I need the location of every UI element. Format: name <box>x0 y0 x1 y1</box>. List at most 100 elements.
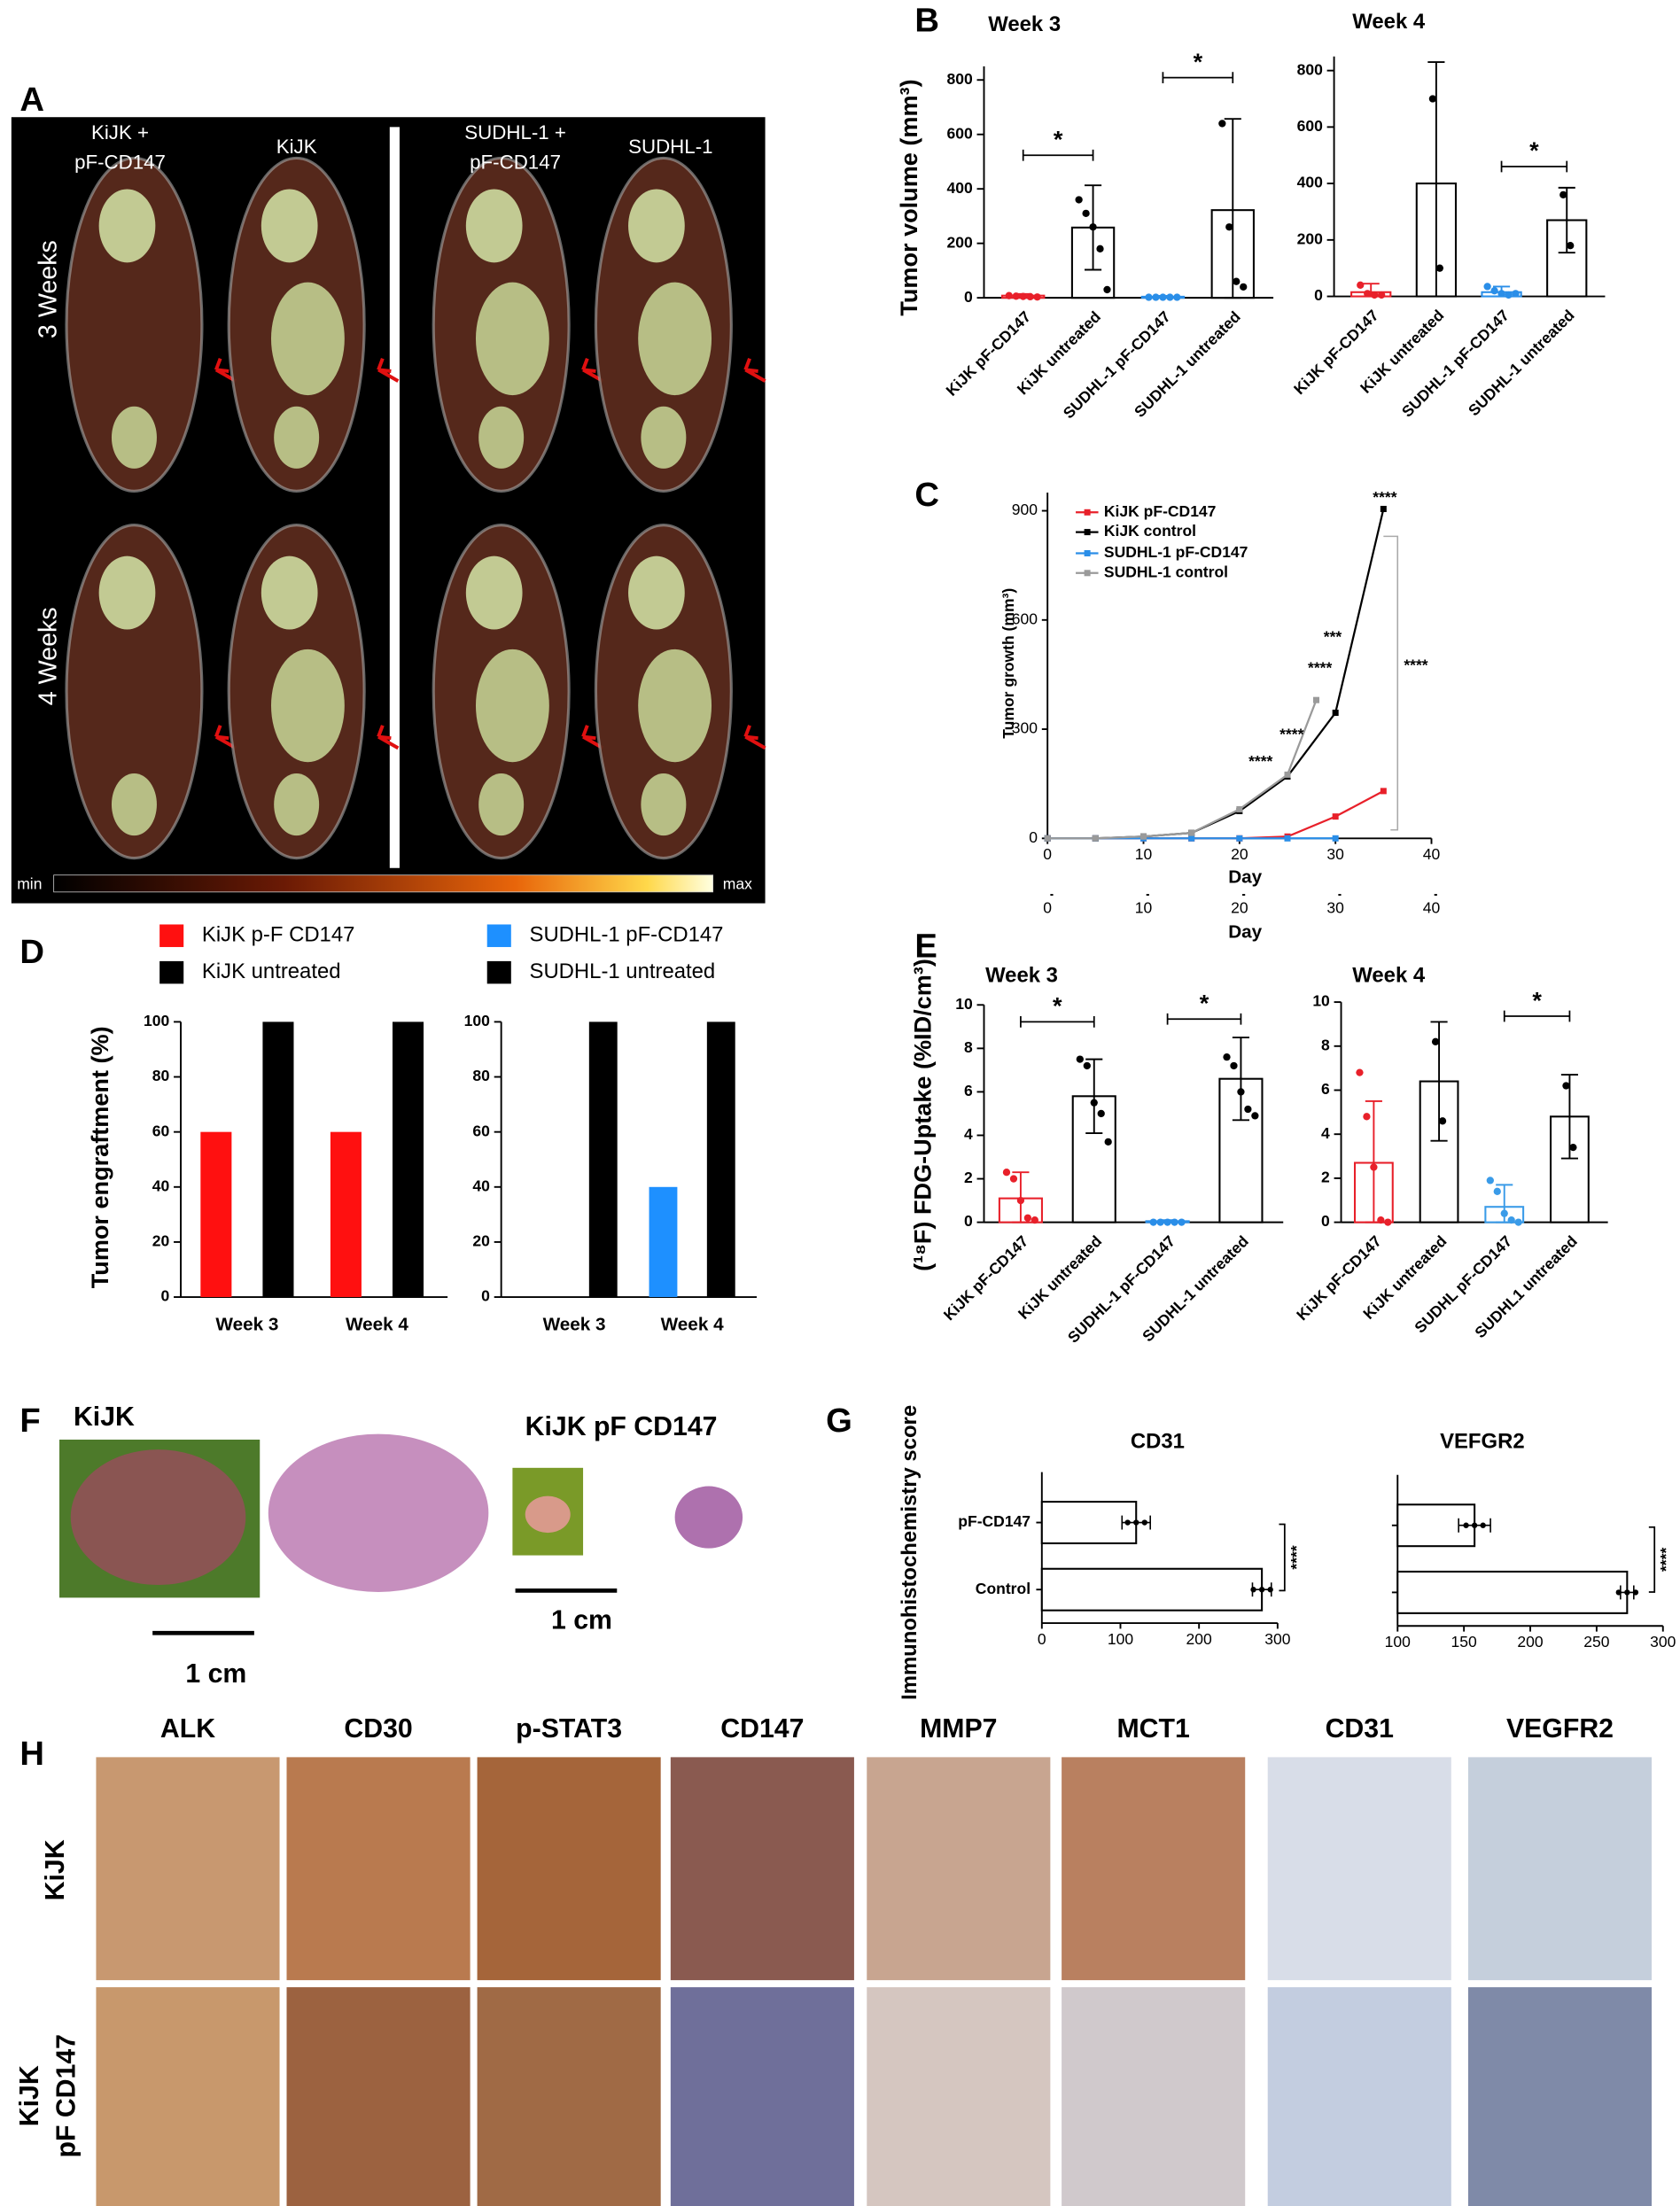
data-point <box>1507 1216 1515 1224</box>
significance-label: **** <box>1657 1548 1675 1572</box>
significance-label: **** <box>1248 752 1272 770</box>
uptake <box>98 189 156 263</box>
data-point <box>1258 1587 1265 1593</box>
data-point <box>1097 1109 1105 1118</box>
data-point <box>1159 293 1167 301</box>
uptake <box>628 555 685 630</box>
x-tick-label-duplicate: 0 <box>1043 899 1052 917</box>
data-point <box>1267 1587 1273 1593</box>
y-tick-label: 0 <box>161 1287 170 1305</box>
panel-letter: F <box>19 1402 40 1440</box>
bar <box>1040 1567 1264 1612</box>
data-point <box>1356 1068 1364 1076</box>
bar <box>330 1131 362 1298</box>
tumor <box>525 1495 571 1534</box>
column-label: p-STAT3 <box>516 1714 622 1744</box>
data-point <box>1178 1218 1186 1226</box>
x-tick-label: Week 3 <box>215 1314 278 1334</box>
significance-bracket <box>1166 1013 1242 1025</box>
tumor <box>70 1449 246 1586</box>
y-tick-label: 4 <box>964 1125 973 1143</box>
uptake <box>478 773 525 836</box>
x-tick-label-duplicate: 10 <box>1135 899 1153 917</box>
data-point <box>1567 242 1575 250</box>
data-point <box>1562 1082 1570 1090</box>
data-point <box>1438 1117 1447 1125</box>
y-tick-label: 600 <box>1297 117 1323 135</box>
data-point <box>1237 1088 1245 1096</box>
error-bar <box>1427 61 1445 298</box>
data-point <box>1380 505 1387 512</box>
x-tick-label: 150 <box>1451 1633 1477 1651</box>
bar <box>1396 1570 1629 1614</box>
data-point <box>1002 1169 1011 1177</box>
y-tick-label: 0 <box>1029 828 1038 846</box>
significance-bracket <box>1279 1523 1286 1592</box>
data-point <box>1284 835 1291 842</box>
data-point <box>1145 293 1153 301</box>
uptake <box>465 555 523 630</box>
y-axis-label: Tumor growth (mm³) <box>999 588 1017 739</box>
legend-label: KiJK p-F CD147 <box>202 923 355 947</box>
data-point <box>1188 829 1195 836</box>
x-tick-label: 40 <box>1423 845 1441 863</box>
uptake <box>98 555 156 630</box>
data-point <box>1332 710 1339 717</box>
uptake <box>274 406 320 469</box>
mouse-body-edge <box>594 524 733 860</box>
arrow <box>743 725 766 750</box>
arrow <box>377 357 400 383</box>
data-point <box>1332 813 1339 820</box>
ihc-tile <box>867 1987 1051 2206</box>
data-point <box>1016 1196 1025 1205</box>
data-point <box>1428 95 1437 103</box>
data-point <box>1026 292 1034 301</box>
data-point <box>1076 1055 1084 1063</box>
legend-swatch <box>486 924 511 947</box>
chart-title: CD31 <box>1131 1429 1185 1453</box>
data-point <box>1500 1209 1508 1217</box>
y-tick-label: 6 <box>1321 1080 1330 1098</box>
ihc-tile <box>1062 1987 1246 2206</box>
data-point <box>1082 209 1090 217</box>
y-tick-label: 300 <box>1012 719 1038 737</box>
bar <box>200 1131 232 1298</box>
ihc-tile <box>477 1757 661 1981</box>
data-point <box>1569 1143 1577 1152</box>
x-tick-label: 300 <box>1650 1633 1676 1651</box>
mouse-body-edge <box>227 156 366 493</box>
x-tick-label: 100 <box>1385 1633 1411 1651</box>
data-point <box>1152 293 1160 301</box>
data-point <box>1236 835 1243 842</box>
data-point <box>1483 283 1491 291</box>
data-point <box>1505 291 1513 299</box>
ihc-tile <box>1467 1757 1653 1981</box>
x-tick-label: 100 <box>1108 1630 1133 1648</box>
ihc-tile <box>1467 1987 1653 2206</box>
y-tick-label: 600 <box>1012 610 1038 627</box>
column-label: pF-CD147 <box>74 151 166 174</box>
data-point <box>1233 277 1241 285</box>
error-bar <box>1558 186 1575 254</box>
y-tick-label: 900 <box>1012 501 1038 518</box>
column-label: MCT1 <box>1116 1714 1189 1744</box>
data-point <box>1156 1218 1164 1226</box>
uptake <box>475 649 549 763</box>
x-tick-label-duplicate: 30 <box>1326 899 1344 917</box>
significance-bracket <box>1022 149 1094 161</box>
uptake <box>270 282 345 396</box>
significance-label: * <box>1529 136 1539 164</box>
significance-bracket <box>1162 72 1234 83</box>
x-tick-label: SUDHL-1 pF-CD147 <box>1398 307 1513 421</box>
y-tick-label: 10 <box>1312 992 1330 1010</box>
data-point <box>1188 835 1195 842</box>
data-point <box>1370 1163 1378 1171</box>
panel-letter: C <box>914 476 939 514</box>
legend-swatch <box>159 960 184 984</box>
data-point <box>1223 1053 1231 1061</box>
x-tick-label: 250 <box>1583 1633 1609 1651</box>
x-tick-label: Week 4 <box>661 1314 724 1334</box>
y-tick-label: 20 <box>152 1232 170 1250</box>
data-point <box>1559 190 1567 198</box>
